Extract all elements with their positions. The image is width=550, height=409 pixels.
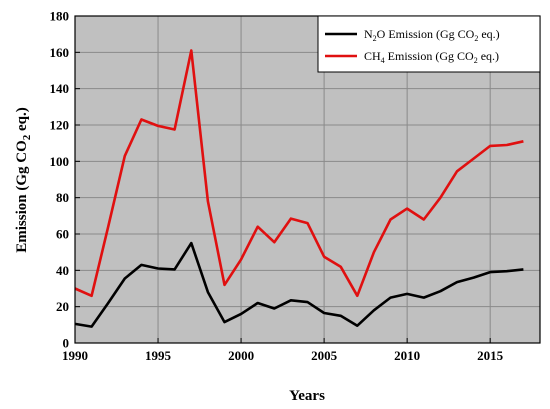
x-tick-label: 1995	[145, 348, 172, 363]
y-tick-label: 0	[63, 336, 70, 351]
y-tick-label: 20	[56, 299, 69, 314]
data-series	[74, 49, 524, 328]
y-tick-label: 60	[56, 227, 69, 242]
legend-label-n2o: N2O Emission (Gg CO2 eq.)	[364, 27, 500, 43]
series-line-n2o	[74, 241, 524, 328]
legend: N2O Emission (Gg CO2 eq.) CH4 Emission (…	[317, 15, 541, 73]
x-tick-label: 1990	[62, 348, 88, 363]
y-tick-label: 80	[56, 190, 69, 205]
axis-ticks	[74, 15, 491, 344]
plot-area-frame	[74, 15, 541, 344]
y-tick-label: 100	[50, 154, 70, 169]
legend-box	[317, 15, 541, 73]
y-tick-label: 160	[50, 45, 70, 60]
y-tick-label: 180	[50, 9, 70, 24]
series-line-ch4	[74, 49, 524, 298]
legend-label-ch4: CH4 Emission (Gg CO2 eq.)	[364, 49, 499, 65]
y-tick-label: 40	[56, 263, 69, 278]
x-tick-label: 2015	[477, 348, 504, 363]
x-tick-label: 2005	[311, 348, 338, 363]
x-tick-label: 2010	[394, 348, 420, 363]
y-tick-label: 120	[50, 118, 70, 133]
x-tick-label: 2000	[228, 348, 254, 363]
x-tick-labels: 1990 1995 2000 2005 2010 2015	[62, 348, 504, 363]
y-tick-labels: 0 20 40 60 80 100 120 140 160 180	[50, 9, 70, 351]
y-tick-label: 140	[50, 81, 70, 96]
x-axis-label: Years	[289, 388, 325, 404]
y-axis-label: Emission (Gg CO2 eq.)	[14, 107, 33, 253]
